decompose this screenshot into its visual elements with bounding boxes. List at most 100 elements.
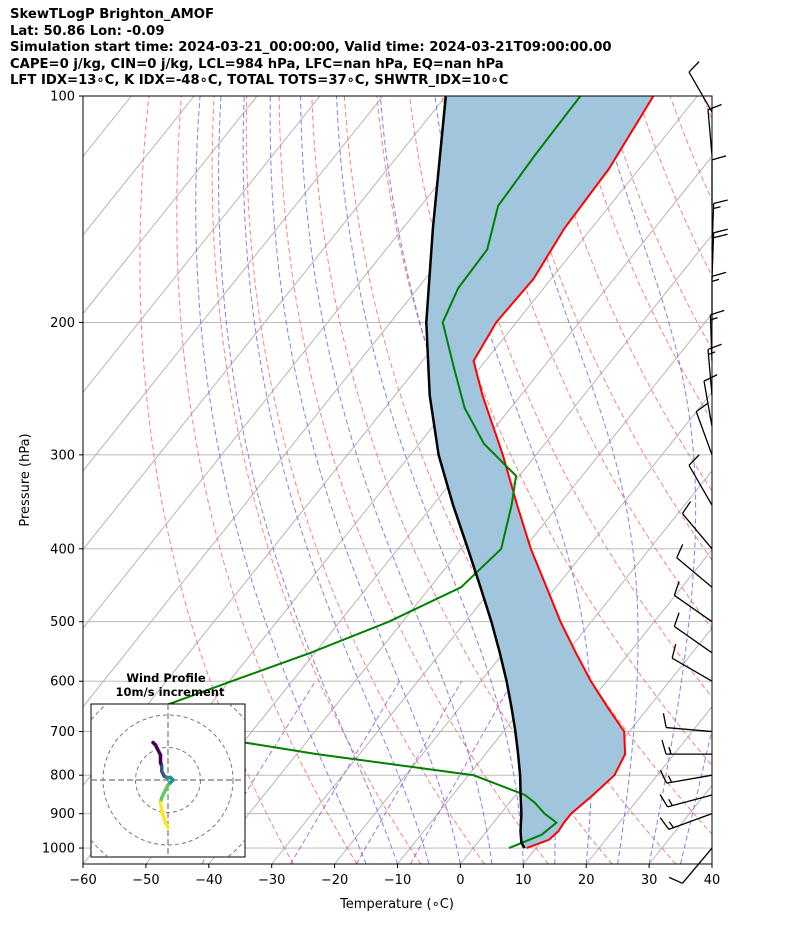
- y-tick-label: 200: [50, 316, 75, 331]
- time-line: Simulation start time: 2024-03-21_00:00:…: [10, 40, 612, 55]
- wind-barb-flag: [711, 155, 727, 161]
- y-tick-label: 600: [50, 675, 75, 690]
- wind-barb: [711, 155, 727, 206]
- axis-ticks: −60 −50 −40 −30 −20 −10 0 10 20 30 40 100 200 300 400 5…: [42, 90, 720, 889]
- wind-barb-staff: [667, 794, 713, 808]
- dry-adiabat-10: [278, 96, 549, 864]
- wind-barb-flag: [711, 271, 727, 278]
- moist-adiabat-35: [680, 727, 712, 864]
- parcel-line: [425, 96, 526, 849]
- wind-barb-flag: [707, 343, 722, 351]
- wind-barb: [671, 643, 713, 682]
- moist-adiabat-10: [336, 96, 524, 864]
- dewpoint-line: [158, 96, 582, 850]
- chart-header: SkewTLogP Brighton_AMOF Lat: 50.86 Lon: …: [10, 7, 612, 90]
- wind-barb: [662, 713, 713, 733]
- wind-barb-half-flag: [713, 206, 721, 210]
- dry-adiabat-0: [245, 96, 485, 864]
- mixing-ratio-2: [409, 680, 514, 864]
- wind-barb: [659, 769, 713, 784]
- wind-barb-staff: [681, 847, 713, 884]
- y-tick-label: 800: [50, 769, 75, 784]
- wind-barb-staff: [666, 774, 713, 784]
- wind-barb-staff: [707, 109, 713, 156]
- wind-barb-flag: [661, 739, 667, 755]
- isotherm--140: [83, 96, 195, 236]
- isotherm--100: [83, 96, 447, 551]
- wind-barb-flag: [681, 501, 692, 514]
- wind-barb: [711, 271, 727, 323]
- wind-barb: [688, 454, 713, 506]
- dry-adiabat-90: [539, 96, 712, 492]
- moist-adiabat--10: [218, 96, 398, 864]
- wind-barb: [659, 813, 713, 830]
- wind-barb-flag: [662, 713, 667, 728]
- y-tick-label: 1000: [42, 842, 75, 857]
- isotherm-40: [711, 863, 712, 864]
- moist-adiabat-5: [300, 96, 493, 864]
- wind-barb-flag: [659, 794, 669, 808]
- wind-barb-flag: [713, 199, 728, 205]
- wind-barb-flag: [659, 769, 668, 784]
- wind-barb: [711, 228, 728, 279]
- wind-barb: [707, 103, 722, 156]
- wind-barb-half-flag: [668, 746, 672, 755]
- mixing-ratio-1: [355, 680, 463, 864]
- cape-cin-area: [426, 96, 654, 849]
- dry-adiabat-160: [768, 96, 794, 864]
- wind-barb-half-flag: [668, 821, 674, 829]
- wind-barbs: [659, 61, 728, 884]
- y-tick-label: 100: [50, 90, 75, 105]
- x-axis-label: Temperature (∘C): [339, 897, 454, 912]
- isotherm--120: [83, 96, 321, 393]
- hodograph-segment: [153, 743, 163, 757]
- dry-adiabat--20: [176, 96, 358, 864]
- dry-adiabat-110: [604, 96, 712, 351]
- wind-barb-staff: [668, 813, 713, 830]
- x-tick-label: 40: [704, 873, 721, 888]
- hodograph-subtitle: 10m/s increment: [116, 685, 225, 699]
- isotherm--110: [83, 96, 384, 472]
- temperature-line: [472, 96, 655, 850]
- dry-adiabat--30: [139, 96, 294, 864]
- x-tick-label: −10: [384, 873, 411, 888]
- wind-barb-flag: [688, 454, 700, 466]
- wind-barb-staff: [666, 726, 713, 733]
- x-tick-label: −60: [69, 873, 96, 888]
- wind-barb-flag: [710, 309, 725, 316]
- x-tick-label: 10: [515, 873, 532, 888]
- wind-barb-half-flag: [667, 775, 673, 783]
- wind-barb: [661, 739, 712, 755]
- x-tick-label: 0: [456, 873, 464, 888]
- dry-adiabat-130: [669, 96, 712, 201]
- wind-barb-flag: [673, 612, 680, 627]
- hodograph-title: Wind Profile: [126, 671, 206, 685]
- hodograph-inset: [90, 703, 246, 858]
- x-tick-label: 20: [578, 873, 595, 888]
- x-tick-label: −50: [132, 873, 159, 888]
- wind-barb-staff: [676, 557, 713, 588]
- y-tick-label: 500: [50, 615, 75, 630]
- stability-indices-line: LFT IDX=13∘C, K IDX=-48∘C, TOTAL TOTS=37…: [10, 73, 509, 88]
- wind-barb-flag: [713, 228, 728, 234]
- indices-line: CAPE=0 j/kg, CIN=0 j/kg, LCL=984 hPa, LF…: [10, 56, 504, 72]
- wind-barb-flag: [676, 544, 684, 558]
- mixing-ratio-0.4: [290, 680, 400, 864]
- wind-barb: [659, 794, 713, 808]
- isotherm-10: [522, 627, 712, 864]
- cape-cin-fill: [426, 96, 654, 849]
- moist-adiabat--15: [195, 96, 367, 864]
- wind-barb-staff: [695, 411, 713, 456]
- wind-barb-staff: [671, 657, 713, 682]
- isotherm-20: [585, 706, 712, 864]
- y-tick-label: 400: [50, 542, 75, 557]
- x-tick-label: −20: [321, 873, 348, 888]
- wind-barb-half-flag: [668, 799, 673, 806]
- moist-adiabat-0: [269, 96, 461, 864]
- isotherm--20: [334, 391, 712, 864]
- hodograph-segment: [163, 820, 170, 830]
- dry-adiabat-150: [735, 96, 794, 864]
- moist-adiabat--5: [242, 96, 430, 864]
- wind-barb: [673, 581, 713, 623]
